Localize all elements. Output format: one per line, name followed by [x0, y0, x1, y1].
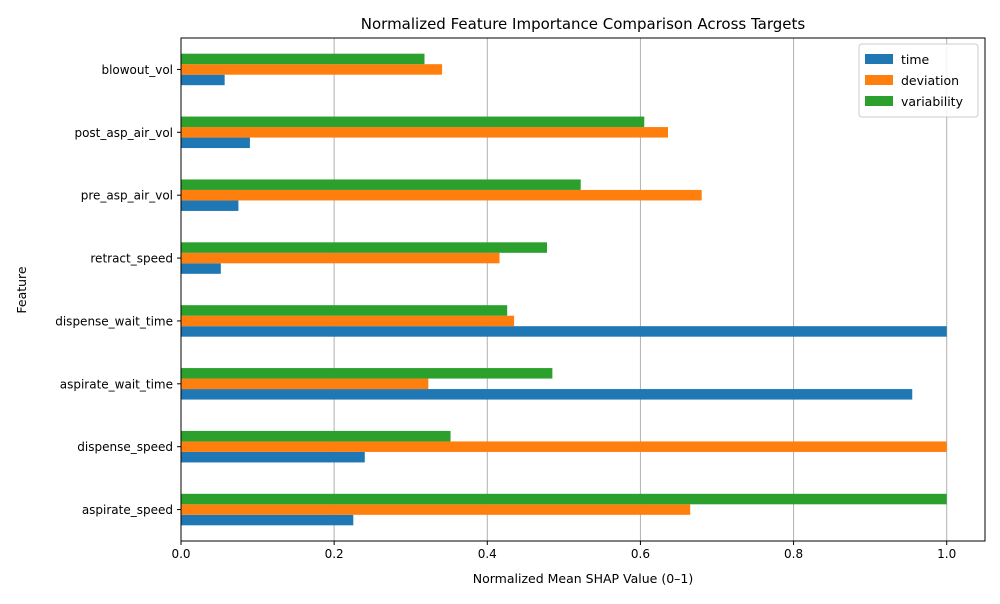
y-tick-label: post_asp_air_vol: [74, 126, 173, 140]
bar-deviation-dispense_wait_time: [181, 315, 515, 327]
bar-variability-pre_asp_air_vol: [181, 179, 581, 190]
x-tick-label: 0.4: [478, 547, 497, 561]
bar-variability-retract_speed: [181, 242, 548, 253]
bar-deviation-aspirate_speed: [181, 504, 691, 515]
y-tick-label: retract_speed: [90, 252, 173, 266]
bar-time-pre_asp_air_vol: [181, 200, 239, 211]
legend: time deviation variability: [858, 43, 979, 118]
y-tick-label: aspirate_speed: [82, 503, 173, 517]
bar-layer: [181, 53, 947, 526]
y-tick-label: dispense_speed: [77, 440, 173, 454]
y-tick-label: aspirate_wait_time: [60, 377, 173, 391]
x-tick-label: 0.6: [631, 547, 650, 561]
x-tick-label: 0.2: [325, 547, 344, 561]
legend-label-deviation: deviation: [901, 73, 959, 88]
legend-swatch-deviation: [865, 75, 893, 85]
bar-time-dispense_speed: [181, 451, 365, 463]
chart-title: Normalized Feature Importance Comparison…: [361, 15, 806, 33]
bar-time-retract_speed: [181, 263, 221, 274]
x-tick-label: 0.8: [784, 547, 803, 561]
x-tick-label: 0.0: [171, 547, 190, 561]
bar-deviation-pre_asp_air_vol: [181, 189, 702, 201]
y-axis-label: Feature: [14, 266, 29, 314]
y-tick-label: dispense_wait_time: [55, 314, 173, 328]
legend-swatch-variability: [865, 96, 893, 106]
legend-swatch-time: [865, 54, 893, 64]
bar-deviation-dispense_speed: [181, 441, 947, 452]
bar-deviation-retract_speed: [181, 252, 500, 264]
bar-variability-blowout_vol: [181, 53, 425, 65]
bar-deviation-aspirate_wait_time: [181, 378, 429, 390]
bar-time-blowout_vol: [181, 74, 225, 86]
y-tick-label: blowout_vol: [101, 63, 173, 77]
bar-deviation-blowout_vol: [181, 64, 443, 75]
bar-time-post_asp_air_vol: [181, 137, 250, 149]
bar-variability-post_asp_air_vol: [181, 116, 645, 128]
y-tick-label: pre_asp_air_vol: [81, 189, 173, 203]
tick-layer: 0.0 0.2 0.4 0.6 0.8 1.0 aspirate_speed dispense…: [55, 63, 956, 561]
bar-variability-dispense_speed: [181, 430, 451, 442]
legend-label-time: time: [901, 52, 930, 67]
bar-time-aspirate_wait_time: [181, 389, 913, 400]
legend-label-variability: variability: [901, 94, 964, 109]
bar-time-aspirate_speed: [181, 514, 354, 526]
bar-variability-aspirate_speed: [181, 493, 947, 505]
bar-time-dispense_wait_time: [181, 326, 947, 337]
bar-variability-aspirate_wait_time: [181, 368, 553, 379]
bar-deviation-post_asp_air_vol: [181, 127, 668, 138]
plot-frame: [180, 37, 986, 542]
x-axis-label: Normalized Mean SHAP Value (0–1): [473, 571, 694, 586]
x-tick-label: 1.0: [937, 547, 956, 561]
bar-variability-dispense_wait_time: [181, 305, 508, 316]
